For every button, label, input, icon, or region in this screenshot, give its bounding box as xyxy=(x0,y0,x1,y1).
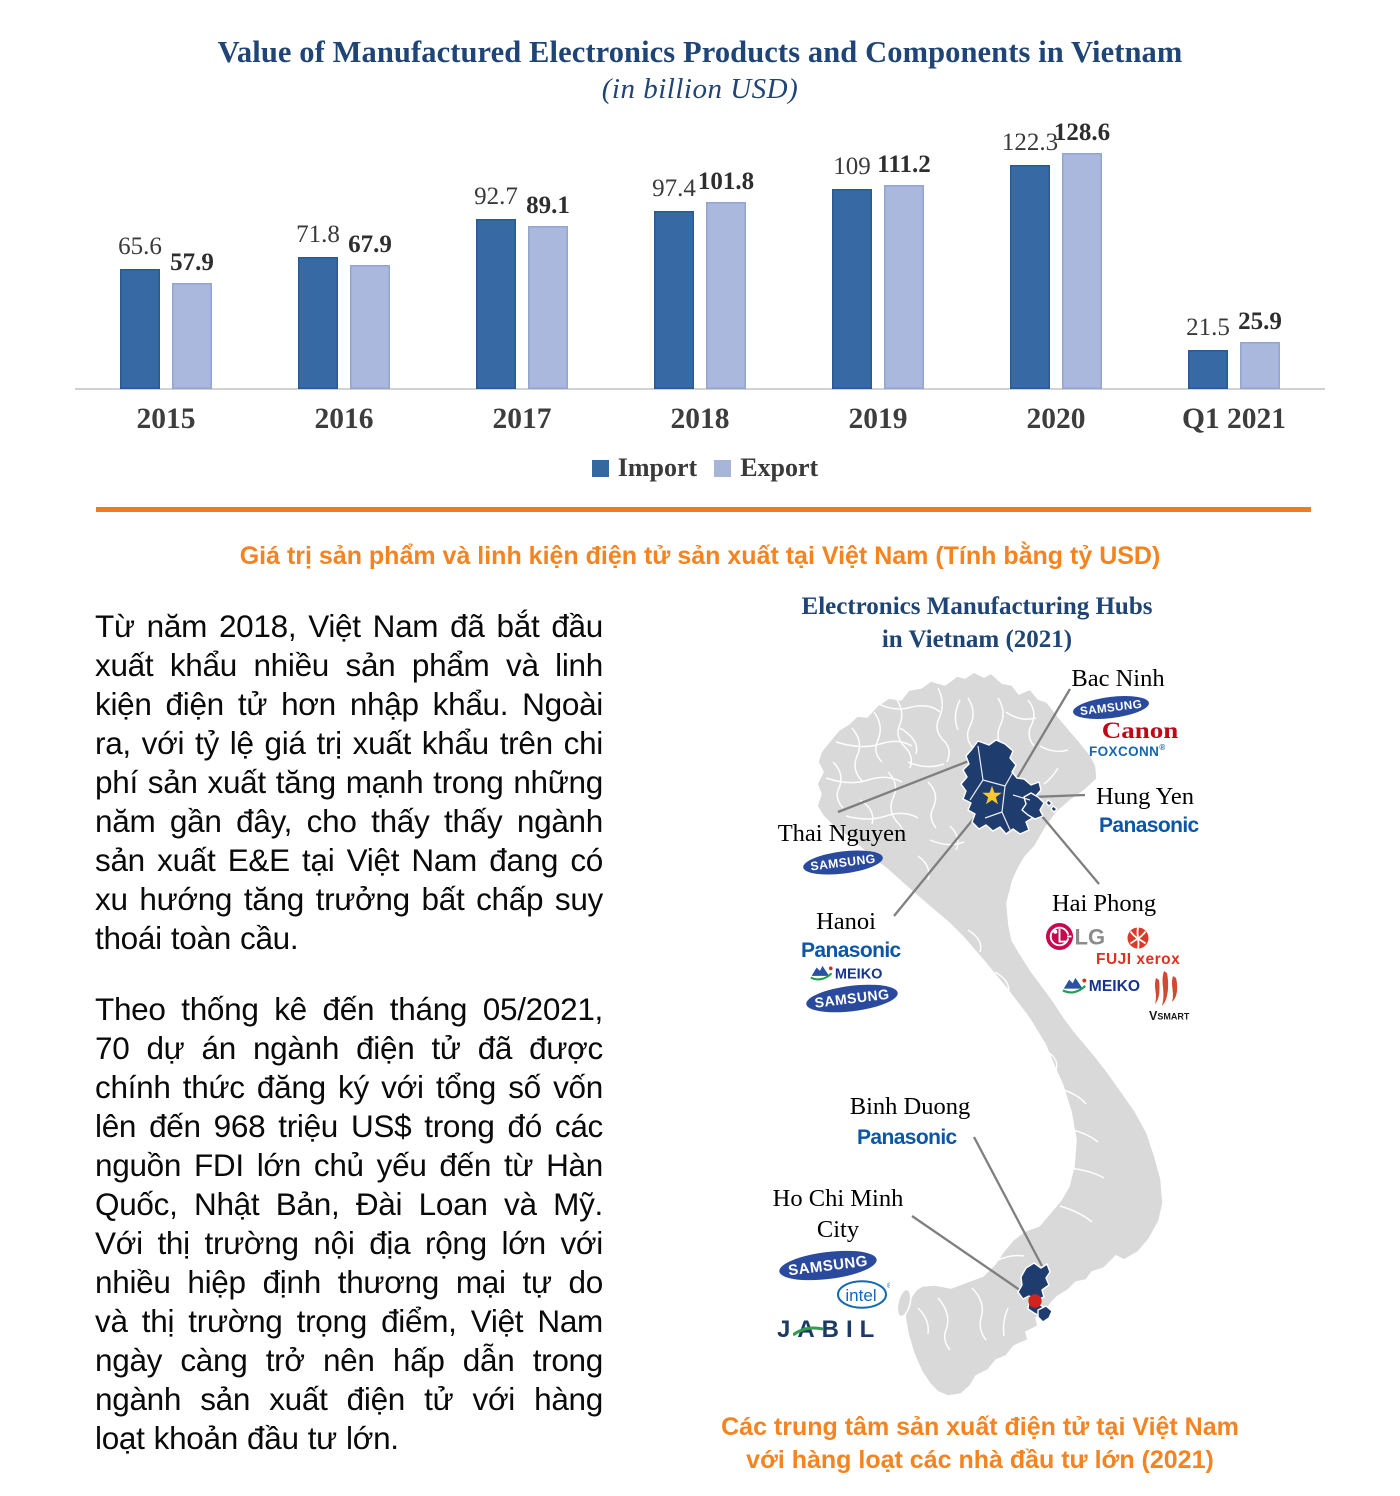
svg-text:VSMART: VSMART xyxy=(1149,1009,1190,1023)
svg-text:FUJI xerox: FUJI xerox xyxy=(1096,951,1180,965)
svg-text:MEIKO: MEIKO xyxy=(835,966,883,982)
svg-text:intel: intel xyxy=(845,1286,876,1305)
svg-text:MEIKO: MEIKO xyxy=(1089,978,1140,995)
svg-text:LG: LG xyxy=(1075,925,1106,950)
svg-text:®: ® xyxy=(887,1282,890,1290)
